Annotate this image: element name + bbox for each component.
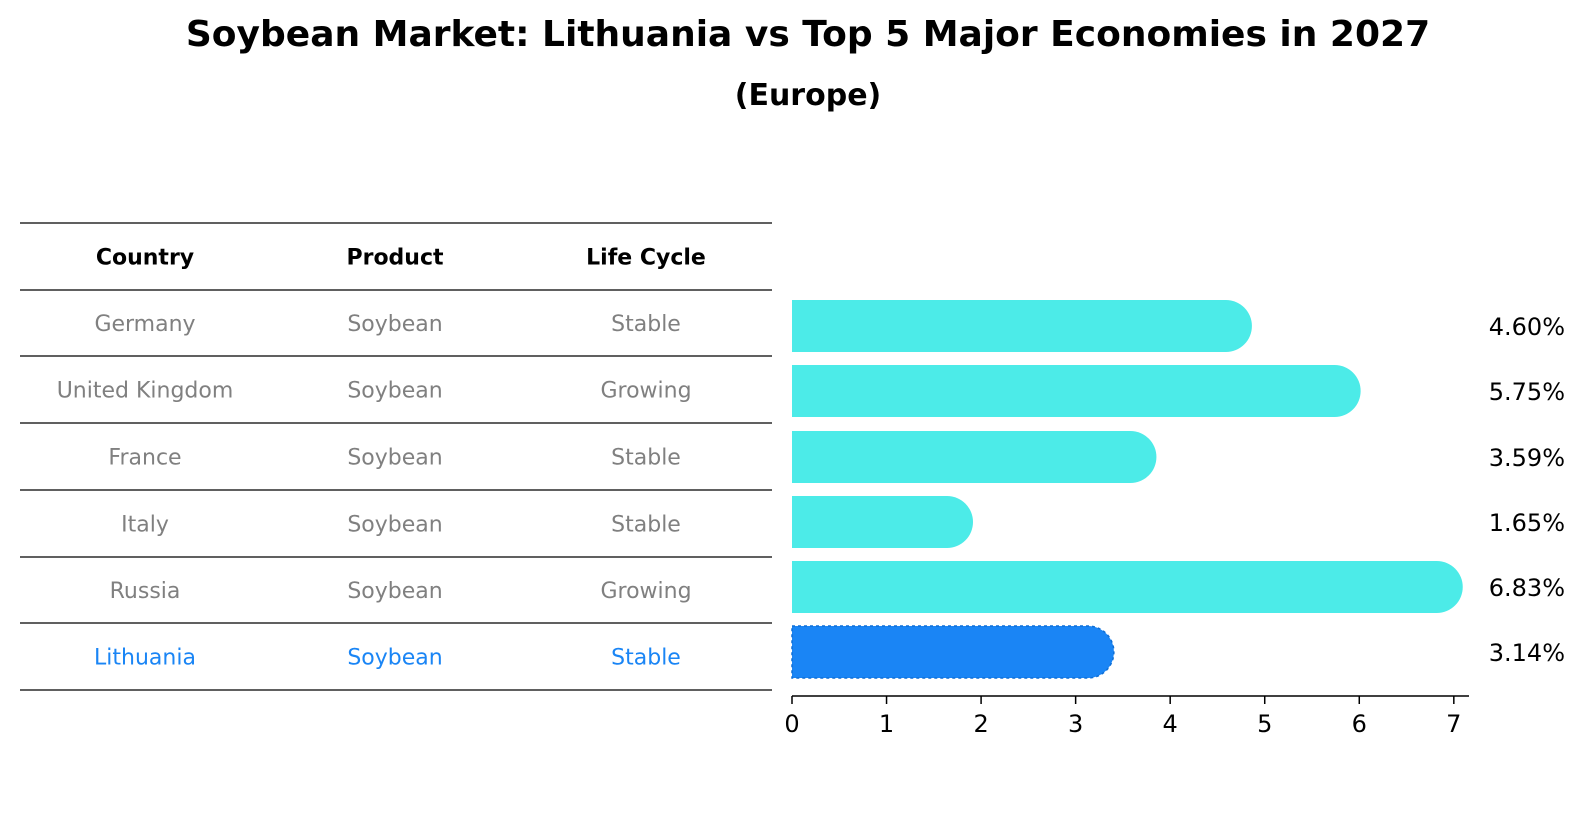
bar-value-label: 3.59%: [1489, 444, 1565, 472]
bar-lithuania: [791, 625, 1115, 679]
table-cell: Growing: [600, 379, 691, 404]
bar-value-label: 5.75%: [1489, 378, 1565, 406]
table-header-cell: Product: [346, 246, 444, 271]
bar-france: [792, 431, 1157, 483]
table-cell: Lithuania: [94, 646, 196, 671]
table-cell: United Kingdom: [57, 379, 234, 404]
table-header-cell: Life Cycle: [586, 246, 706, 271]
x-tick-label: 5: [1257, 710, 1272, 738]
table-cell: Growing: [600, 579, 691, 604]
table-cell: Soybean: [347, 379, 442, 404]
x-tick-label: 7: [1446, 710, 1461, 738]
table-cell: Soybean: [347, 312, 442, 337]
bar-value-label: 6.83%: [1489, 574, 1565, 602]
table-cell: Stable: [611, 446, 681, 471]
table-cell: Soybean: [347, 513, 442, 538]
x-tick-label: 0: [784, 710, 799, 738]
bar-value-label: 4.60%: [1489, 313, 1565, 341]
table-cell: Italy: [121, 513, 169, 538]
x-tick-label: 1: [879, 710, 894, 738]
bar-russia: [792, 561, 1463, 613]
table-header-cell: Country: [96, 246, 194, 271]
table-cell: Stable: [611, 646, 681, 671]
bar-united-kingdom: [792, 365, 1361, 417]
table-cell: Stable: [611, 312, 681, 337]
chart-title: Soybean Market: Lithuania vs Top 5 Major…: [185, 14, 1431, 55]
bar-italy: [792, 496, 973, 548]
table-cell: Germany: [94, 312, 195, 337]
x-tick-label: 4: [1163, 710, 1178, 738]
x-tick-label: 3: [1068, 710, 1083, 738]
bar-germany: [792, 300, 1252, 352]
table-cell: Soybean: [347, 446, 442, 471]
table-cell: Soybean: [347, 646, 442, 671]
table-cell: France: [108, 446, 181, 471]
bar-value-label: 3.14%: [1489, 639, 1565, 667]
table-cell: Stable: [611, 513, 681, 538]
chart-subtitle: (Europe): [734, 78, 882, 113]
table-cell: Soybean: [347, 579, 442, 604]
x-tick-label: 6: [1352, 710, 1367, 738]
bar-value-label: 1.65%: [1489, 509, 1565, 537]
table-cell: Russia: [110, 579, 181, 604]
x-tick-label: 2: [973, 710, 988, 738]
